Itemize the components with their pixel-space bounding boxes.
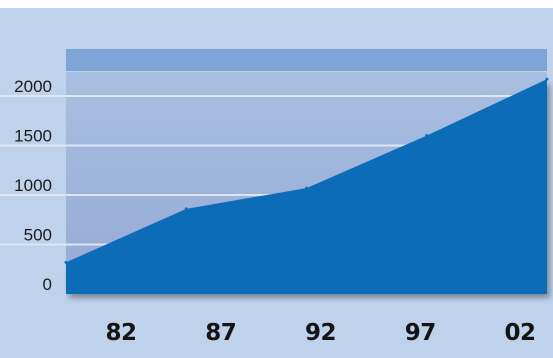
- x-tick-label: 02: [504, 320, 535, 346]
- y-tick-label: 2000: [14, 77, 52, 96]
- data-point: [545, 77, 549, 81]
- x-tick-label: 97: [405, 320, 436, 346]
- y-tick-label: 500: [24, 226, 52, 245]
- data-point: [184, 207, 188, 211]
- plot-top-band: [66, 49, 547, 71]
- data-point: [425, 134, 429, 138]
- data-point: [305, 186, 308, 190]
- x-tick-label: 82: [105, 320, 136, 346]
- y-axis-tick-labels: 2000 1500 1000 500 0: [14, 77, 52, 294]
- area-series: [64, 77, 549, 294]
- y-tick-label: 1500: [14, 127, 52, 146]
- x-axis-tick-labels: 82 87 92 97 02: [105, 320, 536, 346]
- data-point: [64, 260, 68, 264]
- x-tick-label: 87: [205, 320, 236, 346]
- y-tick-label: 1000: [14, 176, 52, 195]
- area-fill: [66, 79, 547, 294]
- x-tick-label: 92: [305, 320, 336, 346]
- y-tick-label: 0: [43, 275, 52, 294]
